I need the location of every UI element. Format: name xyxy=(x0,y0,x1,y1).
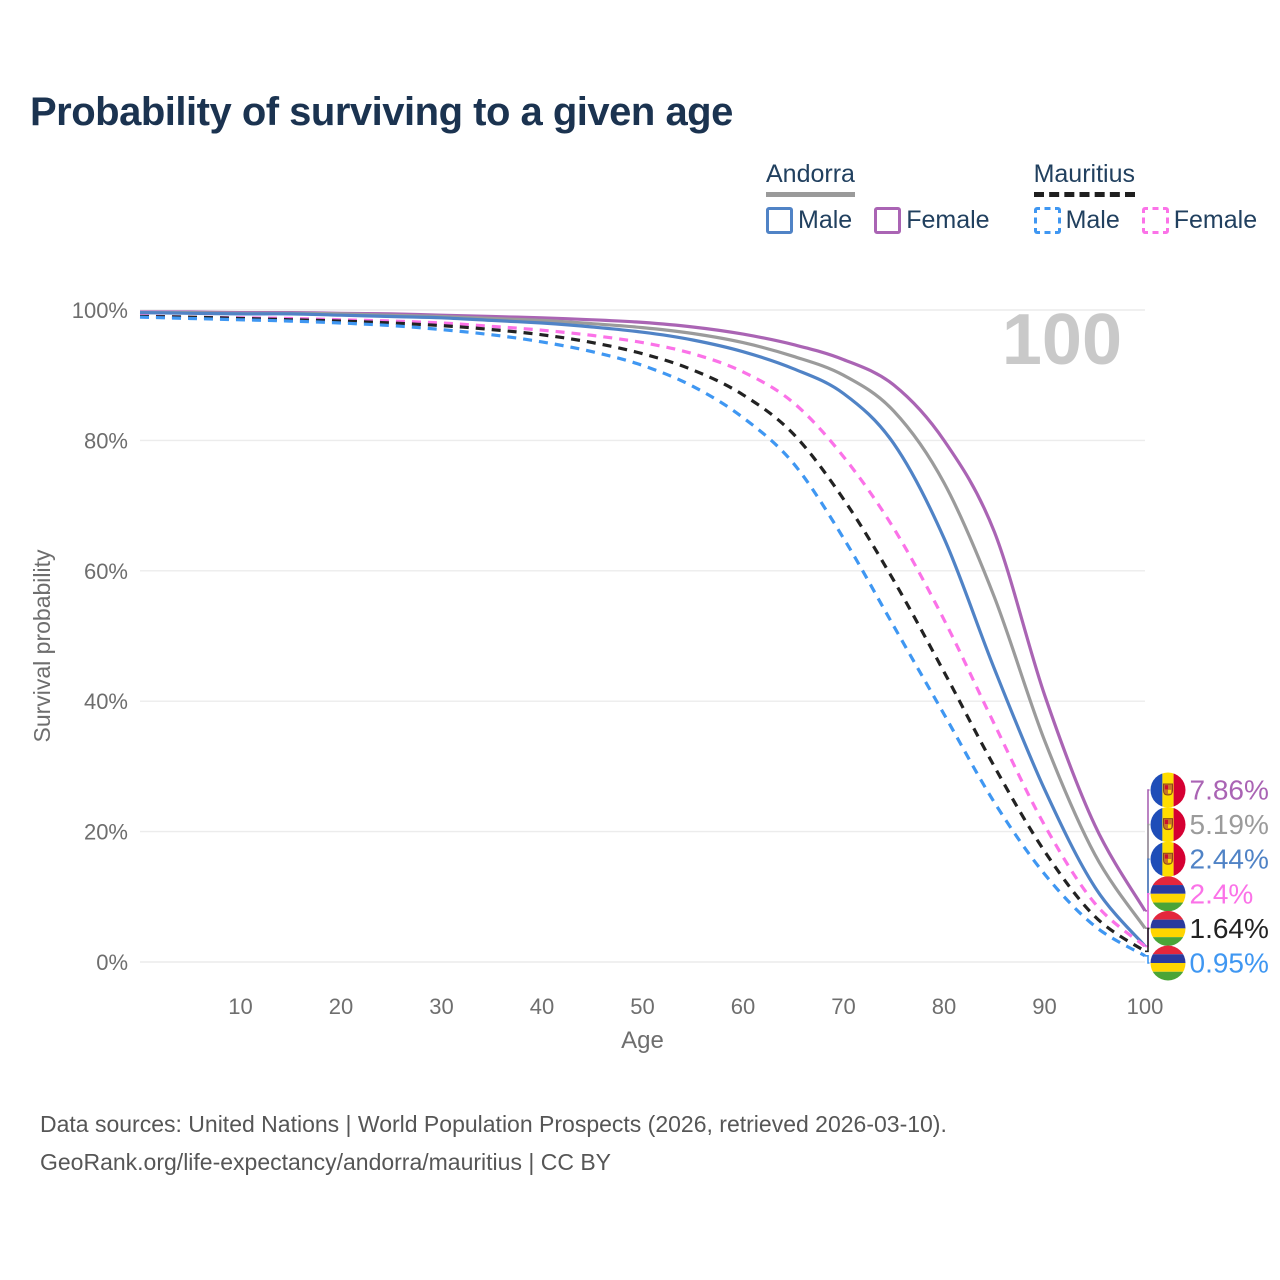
legend-item-label: Female xyxy=(1173,206,1258,234)
leader-line xyxy=(1145,927,1150,953)
x-tick-label: 60 xyxy=(731,994,755,1019)
andorra-female-swatch-icon xyxy=(874,207,902,234)
mauritius-male-swatch-icon xyxy=(1033,207,1061,234)
legend-items-mauritius: Male Female xyxy=(1033,206,1258,235)
series-line-mauritius-female[interactable] xyxy=(139,314,1147,948)
legend-country-andorra[interactable]: Andorra xyxy=(766,160,855,197)
legend-item-andorra-female[interactable]: Female xyxy=(874,206,990,235)
watermark-age: 100 xyxy=(1002,300,1122,380)
series-line-mauritius-male[interactable] xyxy=(139,315,1146,958)
legend-items-andorra: Male Female xyxy=(766,206,990,235)
legend-item-label: Male xyxy=(798,206,853,234)
end-value-label-andorra-male[interactable]: 2.44% xyxy=(1190,844,1269,875)
x-tick-label: 70 xyxy=(831,994,855,1019)
legend-country-mauritius[interactable]: Mauritius xyxy=(1033,160,1135,197)
andorra-flag-icon xyxy=(1150,772,1186,808)
y-tick-label: 80% xyxy=(84,428,128,453)
legend-item-label: Female xyxy=(906,206,990,234)
andorra-male-swatch-icon xyxy=(766,207,793,234)
age-watermark: 100 xyxy=(1002,300,1122,380)
x-tick-label: 90 xyxy=(1032,994,1056,1019)
legend-item-mauritius-female[interactable]: Female xyxy=(1141,206,1258,235)
y-tick-label: 60% xyxy=(84,559,128,584)
andorra-flag-icon xyxy=(1150,841,1186,877)
x-tick-label: 30 xyxy=(429,994,453,1019)
leader-line xyxy=(1145,955,1150,964)
series-line-andorra-both[interactable] xyxy=(139,310,1147,930)
mauritius-flag-icon xyxy=(1150,945,1186,981)
x-tick-label: 40 xyxy=(530,994,554,1019)
mauritius-flag-icon xyxy=(1150,910,1186,946)
x-tick-label: 50 xyxy=(630,994,654,1019)
x-tick-label: 100 xyxy=(1127,994,1164,1019)
end-value-label-andorra-female[interactable]: 7.86% xyxy=(1190,775,1269,806)
legend-group-mauritius: Mauritius Male Female xyxy=(1033,160,1258,235)
footer-url: GeoRank.org/life-expectancy/andorra/maur… xyxy=(40,1149,612,1175)
axes: 0% 20% 40% 60% 80% 100% 10 20 30 40 50 60 70 80 90 100 A… xyxy=(29,298,1163,1054)
legend-item-mauritius-male[interactable]: Male xyxy=(1033,206,1120,235)
series-lines xyxy=(139,310,1147,958)
y-axis-label: Survival probability xyxy=(29,549,55,743)
mauritius-flag-icon xyxy=(1150,876,1186,912)
y-tick-label: 100% xyxy=(72,298,128,323)
mauritius-female-swatch-icon xyxy=(1141,207,1169,234)
end-annotations: 7.86%5.19% 2.44%2.4% 1.64% 0.95% xyxy=(1145,772,1269,981)
series-line-andorra-female[interactable] xyxy=(139,310,1147,912)
series-line-andorra-male[interactable] xyxy=(139,311,1147,948)
page-title: Probability of surviving to a given age xyxy=(30,90,733,134)
series-line-mauritius-both[interactable] xyxy=(139,314,1146,953)
end-value-label-andorra-both[interactable]: 5.19% xyxy=(1190,809,1269,840)
end-value-label-mauritius-female[interactable]: 2.4% xyxy=(1190,878,1254,909)
footer-datasource: Data sources: United Nations | World Pop… xyxy=(40,1111,947,1137)
legend-item-label: Male xyxy=(1065,206,1120,234)
x-tick-label: 10 xyxy=(228,994,252,1019)
y-tick-label: 20% xyxy=(84,820,128,845)
chart-legend: Andorra Male Female Mauritius Male xyxy=(766,160,1257,235)
end-value-label-mauritius-male[interactable]: 0.95% xyxy=(1190,948,1269,979)
legend-group-andorra: Andorra Male Female xyxy=(766,160,990,235)
x-tick-label: 80 xyxy=(932,994,956,1019)
end-value-label-mauritius-both[interactable]: 1.64% xyxy=(1190,913,1269,944)
gridlines xyxy=(140,309,1145,963)
y-tick-label: 40% xyxy=(84,689,128,714)
y-tick-label: 0% xyxy=(96,950,128,975)
x-axis-label: Age xyxy=(621,1027,664,1054)
x-tick-label: 20 xyxy=(329,994,353,1019)
legend-item-andorra-male[interactable]: Male xyxy=(766,206,852,235)
leader-line xyxy=(1145,893,1150,948)
andorra-flag-icon xyxy=(1150,807,1186,843)
footer: Data sources: United Nations | World Pop… xyxy=(40,1105,947,1181)
